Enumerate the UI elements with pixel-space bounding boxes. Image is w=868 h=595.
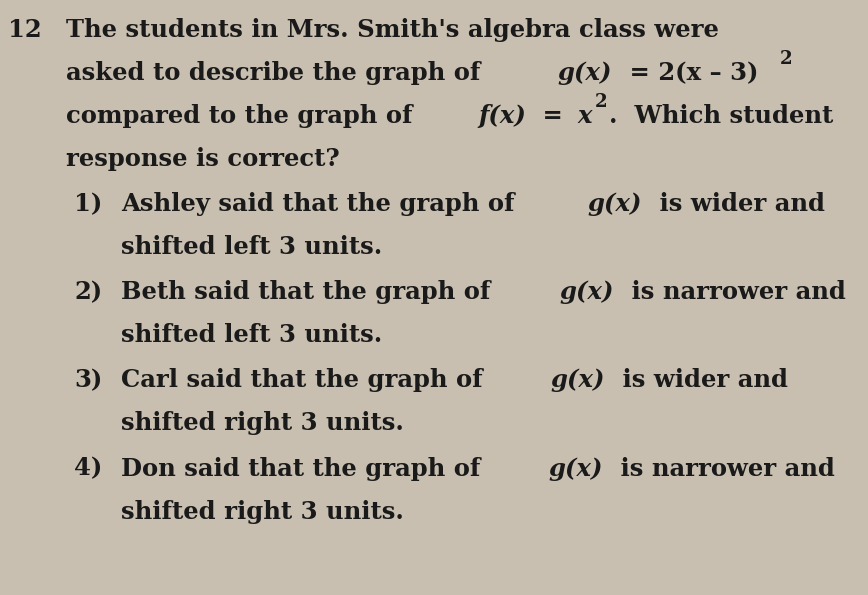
Text: f(x): f(x) (478, 104, 527, 128)
Text: 12: 12 (8, 18, 42, 42)
Text: The students in Mrs. Smith's algebra class were: The students in Mrs. Smith's algebra cla… (66, 18, 720, 42)
Text: = 2(x – 3): = 2(x – 3) (621, 61, 758, 85)
Text: compared to the graph of: compared to the graph of (66, 104, 421, 128)
Text: shifted left 3 units.: shifted left 3 units. (121, 323, 382, 347)
Text: x: x (577, 104, 592, 128)
Text: g(x): g(x) (560, 280, 615, 304)
Text: Beth said that the graph of: Beth said that the graph of (121, 280, 499, 304)
Text: Ashley said that the graph of: Ashley said that the graph of (121, 192, 523, 216)
Text: is narrower and: is narrower and (623, 280, 846, 304)
Text: is wider and: is wider and (615, 368, 788, 393)
Text: =: = (534, 104, 572, 128)
Text: 2: 2 (595, 93, 607, 111)
Text: Don said that the graph of: Don said that the graph of (121, 456, 489, 481)
Text: 1): 1) (74, 192, 102, 216)
Text: 2: 2 (780, 51, 792, 68)
Text: response is correct?: response is correct? (66, 147, 340, 171)
Text: 3): 3) (74, 368, 102, 393)
Text: shifted left 3 units.: shifted left 3 units. (121, 235, 382, 259)
Text: 2): 2) (74, 280, 102, 304)
Text: is narrower and: is narrower and (612, 456, 834, 481)
Text: shifted right 3 units.: shifted right 3 units. (121, 500, 404, 524)
Text: g(x): g(x) (588, 192, 642, 216)
Text: asked to describe the graph of: asked to describe the graph of (66, 61, 490, 85)
Text: 4): 4) (74, 456, 102, 481)
Text: shifted right 3 units.: shifted right 3 units. (121, 411, 404, 436)
Text: g(x): g(x) (557, 61, 612, 85)
Text: Carl said that the graph of: Carl said that the graph of (121, 368, 491, 393)
Text: is wider and: is wider and (651, 192, 825, 216)
Text: g(x): g(x) (549, 456, 602, 481)
Text: g(x): g(x) (551, 368, 605, 393)
Text: .  Which student: . Which student (609, 104, 833, 128)
